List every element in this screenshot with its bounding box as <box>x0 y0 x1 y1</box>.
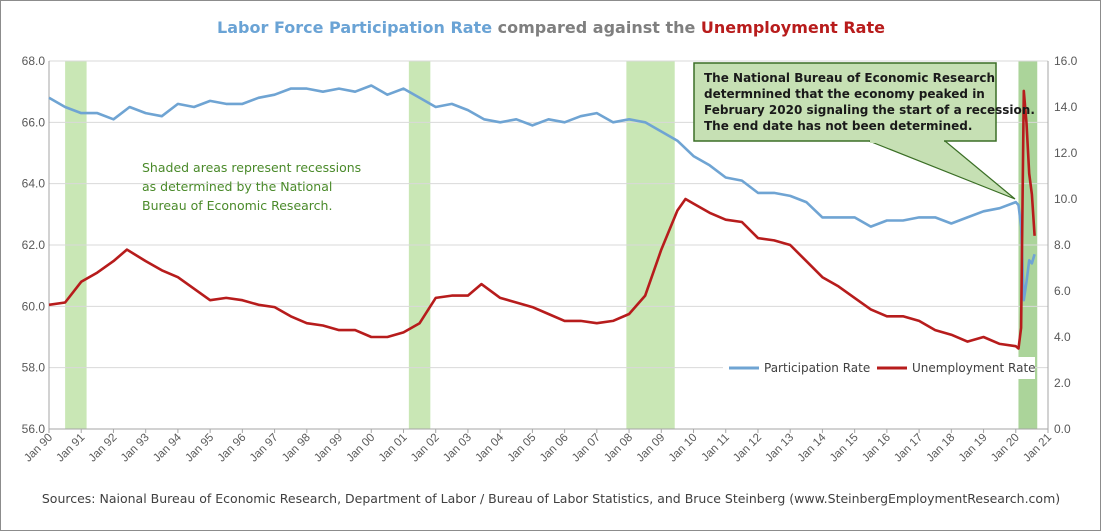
x-tick-label: Jan 07 <box>570 432 603 465</box>
legend-label-participation: Participation Rate <box>764 361 870 375</box>
y-right-tick-label: 16.0 <box>1054 54 1078 68</box>
chart-title: Labor Force Participation Rate compared … <box>217 18 885 37</box>
x-tick-label: Jan 94 <box>151 431 184 464</box>
y-right-tick-label: 12.0 <box>1054 146 1078 160</box>
callout-join <box>870 139 944 143</box>
callout-line: February 2020 signaling the start of a r… <box>704 103 1035 117</box>
x-tick-label: Jan 06 <box>538 432 571 465</box>
x-tick-label: Jan 00 <box>344 432 377 465</box>
recession-note: Shaded areas represent recessions as det… <box>142 160 365 213</box>
x-tick-label: Jan 03 <box>441 432 474 465</box>
x-tick-label: Jan 99 <box>312 432 345 465</box>
title-part-compared: compared against the <box>492 18 701 37</box>
x-tick-label: Jan 20 <box>989 432 1022 465</box>
note-line: Bureau of Economic Research. <box>142 198 332 213</box>
callout-line: The National Bureau of Economic Research <box>704 71 995 85</box>
x-tick-label: Jan 10 <box>667 432 700 465</box>
x-tick-label: Jan 95 <box>183 432 216 465</box>
callout-line: The end date has not been determined. <box>704 119 972 133</box>
x-tick-label: Jan 04 <box>473 431 506 464</box>
y-right-tick-label: 4.0 <box>1054 330 1071 344</box>
y-right-tick-label: 8.0 <box>1054 238 1071 252</box>
x-tick-label: Jan 98 <box>280 432 313 465</box>
title-part-unemployment: Unemployment Rate <box>701 18 885 37</box>
y-left-tick-label: 56.0 <box>22 422 46 436</box>
note-line: as determined by the National <box>142 179 332 194</box>
x-tick-label: Jan 92 <box>87 432 120 465</box>
x-tick-label: Jan 19 <box>957 432 990 465</box>
x-tick-label: Jan 08 <box>602 432 635 465</box>
legend-label-unemployment: Unemployment Rate <box>912 361 1036 375</box>
y-left-tick-label: 62.0 <box>22 238 46 252</box>
y-right-tick-label: 14.0 <box>1054 100 1078 114</box>
y-right-tick-label: 2.0 <box>1054 376 1071 390</box>
x-tick-label: Jan 01 <box>377 432 410 465</box>
y-left-tick-label: 60.0 <box>22 299 46 313</box>
x-tick-label: Jan 16 <box>860 432 893 465</box>
title-part-participation: Labor Force Participation Rate <box>217 18 492 37</box>
note-line: Shaded areas represent recessions <box>142 160 361 175</box>
x-tick-label: Jan 13 <box>763 432 796 465</box>
x-tick-label: Jan 90 <box>22 432 55 465</box>
x-tick-label: Jan 09 <box>635 432 668 465</box>
x-tick-label: Jan 21 <box>1021 432 1054 465</box>
x-tick-label: Jan 12 <box>731 432 764 465</box>
x-tick-label: Jan 05 <box>506 432 539 465</box>
x-tick-label: Jan 97 <box>248 432 281 465</box>
x-tick-label: Jan 02 <box>409 432 442 465</box>
x-tick-label: Jan 93 <box>119 432 152 465</box>
source-note: Sources: Naional Bureau of Economic Rese… <box>42 491 1060 506</box>
y-right-tick-label: 0.0 <box>1054 422 1071 436</box>
y-right-tick-label: 10.0 <box>1054 192 1078 206</box>
x-tick-label: Jan 17 <box>892 432 925 465</box>
x-tick-label: Jan 91 <box>54 432 87 465</box>
x-tick-label: Jan 18 <box>925 432 958 465</box>
legend: Participation Rate Unemployment Rate <box>723 357 1036 379</box>
y-left-tick-label: 64.0 <box>22 177 46 191</box>
callout-line: determnined that the economy peaked in <box>704 87 985 101</box>
x-tick-label: Jan 14 <box>796 431 829 464</box>
x-tick-label: Jan 11 <box>700 432 732 464</box>
nber-callout: The National Bureau of Economic Research… <box>694 63 1039 199</box>
x-tick-label: Jan 15 <box>828 432 861 465</box>
y-right-tick-label: 6.0 <box>1054 284 1071 298</box>
callout-pointer <box>869 141 1015 199</box>
y-left-tick-label: 58.0 <box>22 361 46 375</box>
y-left-tick-label: 66.0 <box>22 115 46 129</box>
y-left-tick-label: 68.0 <box>22 54 46 68</box>
x-tick-label: Jan 96 <box>216 432 249 465</box>
